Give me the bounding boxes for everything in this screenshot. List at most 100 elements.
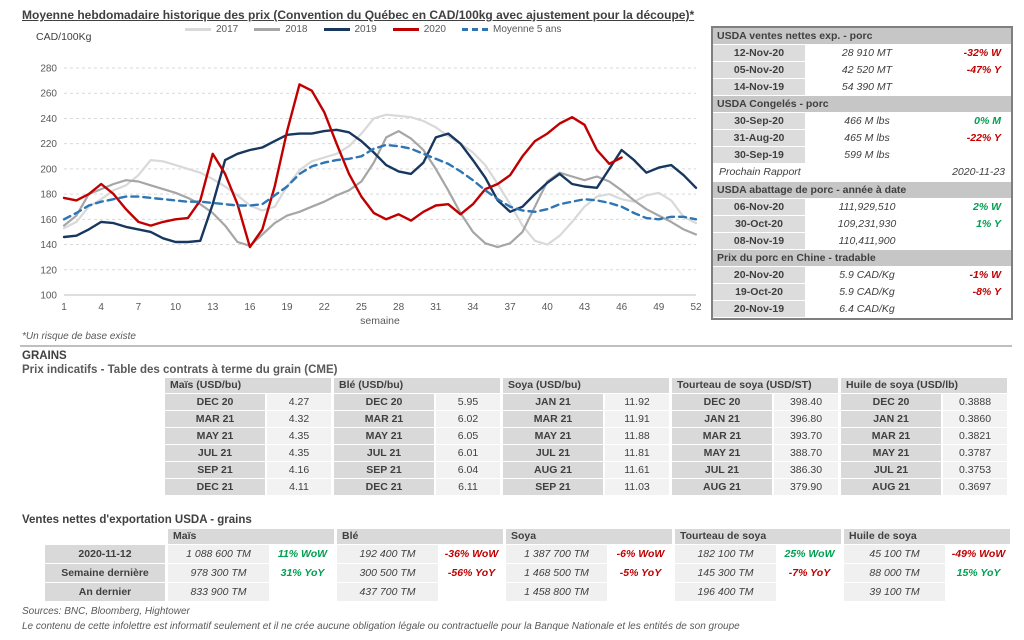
cme-contract-row: MAY 21 4.35: [165, 428, 331, 444]
y-axis-unit-label: CAD/100Kg: [36, 31, 92, 43]
panel-row: 14-Nov-19 54 390 MT: [713, 79, 1011, 96]
panel-row: 08-Nov-19 110,411,900: [713, 233, 1011, 250]
cme-contract-month: SEP 21: [503, 479, 603, 495]
cme-group-header: Maïs (USD/bu): [165, 378, 331, 393]
cme-contract-price: 4.32: [267, 411, 331, 427]
cme-table-title: Prix indicatifs - Table des contrats à t…: [22, 364, 338, 376]
export-change: [440, 583, 503, 601]
panel-row: 06-Nov-20 111,929,510 2% W: [713, 199, 1011, 216]
cme-group-header: Tourteau de soya (USD/ST): [672, 378, 838, 393]
export-header-row: Maïs Blé Soya Tourteau de soya Huile de soya: [45, 529, 1013, 544]
cme-contract-row: SEP 21 6.04: [334, 462, 500, 478]
panel-row: 20-Nov-20 5.9 CAD/Kg -1% W: [713, 267, 1011, 284]
cme-contract-price: 4.11: [267, 479, 331, 495]
cme-group-header: Soya (USD/bu): [503, 378, 669, 393]
export-volume: 1 387 700 TM: [506, 545, 607, 563]
cme-contract-row: MAR 21 0.3821: [841, 428, 1007, 444]
x-tick-label: 25: [356, 302, 368, 313]
legend-item: 2019: [323, 24, 377, 35]
legend-swatch-icon: [185, 28, 211, 31]
cme-contract-row: MAR 21 4.32: [165, 411, 331, 427]
legend-swatch-icon: [254, 28, 281, 31]
cme-contract-month: JUL 21: [334, 445, 434, 461]
y-tick-label: 220: [40, 139, 57, 150]
panel-row-date: 14-Nov-19: [713, 79, 805, 95]
cme-contract-month: DEC 21: [165, 479, 265, 495]
panel-row-date: 05-Nov-20: [713, 62, 805, 78]
series-line-moyenne-5-ans: [62, 143, 698, 221]
cme-contract-price: 379.90: [774, 479, 838, 495]
panel-row: 31-Aug-20 465 M lbs -22% Y: [713, 130, 1011, 147]
y-tick-label: 140: [40, 240, 57, 251]
cme-contract-row: MAY 21 0.3787: [841, 445, 1007, 461]
legend-label: 2018: [285, 24, 308, 35]
export-group-header: Tourteau de soya: [675, 529, 841, 544]
cme-contract-row: MAY 21 11.88: [503, 428, 669, 444]
export-row: An dernier 833 900 TM 437 700 TM 1 458 800 …: [45, 583, 1013, 601]
cme-contract-row: MAR 21 6.02: [334, 411, 500, 427]
export-volume: 437 700 TM: [337, 583, 438, 601]
export-volume: 39 100 TM: [844, 583, 945, 601]
cme-contract-row: DEC 20 398.40: [672, 394, 838, 410]
cme-contract-price: 0.3787: [943, 445, 1007, 461]
panel-note-label: Prochain Rapport: [719, 166, 801, 178]
cme-contract-price: 0.3860: [943, 411, 1007, 427]
cme-contract-price: 11.91: [605, 411, 669, 427]
export-change: 11% WoW: [277, 548, 328, 560]
x-tick-label: 46: [616, 302, 628, 313]
legend-label: 2017: [216, 24, 239, 35]
y-tick-label: 120: [40, 265, 57, 276]
sources-line: Sources: BNC, Bloomberg, Hightower: [22, 606, 190, 617]
cme-contract-row: DEC 21 6.11: [334, 479, 500, 495]
cme-contract-price: 0.3697: [943, 479, 1007, 495]
export-volume: 1 468 500 TM: [506, 564, 607, 582]
export-volume: 192 400 TM: [337, 545, 438, 563]
panel-row-date: 30-Sep-19: [713, 147, 805, 163]
panel-row-date: 12-Nov-20: [713, 45, 805, 61]
price-chart: 100 120 140 160 180 200 220 240 260 280 1 4 7 10 13 16 1…: [40, 64, 702, 328]
x-tick-label: 22: [319, 302, 331, 313]
cme-contract-price: 6.11: [436, 479, 500, 495]
cme-contract-price: 0.3888: [943, 394, 1007, 410]
cme-contract-price: 4.27: [267, 394, 331, 410]
export-group-header: Huile de soya: [844, 529, 1010, 544]
cme-contract-month: MAR 21: [841, 428, 941, 444]
panel-row-date: 08-Nov-19: [713, 233, 805, 249]
series-line-2020: [62, 83, 623, 249]
cme-contract-month: JUL 21: [841, 462, 941, 478]
panel-row-change: -8% Y: [972, 286, 1001, 298]
cme-contract-row: JAN 21 396.80: [672, 411, 838, 427]
panel-row-value: 5.9 CAD/Kg: [839, 286, 895, 298]
legend-swatch-icon: [392, 28, 419, 31]
cme-contract-month: MAY 21: [672, 445, 772, 461]
cme-group: Tourteau de soya (USD/ST) DEC 20 398.40 JAN…: [672, 378, 838, 496]
x-tick-label: 28: [393, 302, 405, 313]
panel-section-header: USDA ventes nettes exp. - porc: [713, 28, 1011, 45]
cme-contract-price: 396.80: [774, 411, 838, 427]
legend-swatch-icon: [462, 28, 488, 31]
panel-row-date: 20-Nov-20: [713, 267, 805, 283]
export-change: [947, 583, 1010, 601]
y-tick-label: 160: [40, 215, 57, 226]
x-tick-label: 49: [653, 302, 665, 313]
legend-label: Moyenne 5 ans: [493, 24, 562, 35]
cme-contract-price: 11.88: [605, 428, 669, 444]
export-volume: 145 300 TM: [675, 564, 776, 582]
y-tick-label: 260: [40, 89, 57, 100]
export-volume: 1 458 800 TM: [506, 583, 607, 601]
legend-item: Moyenne 5 ans: [462, 24, 561, 35]
series-line-2019: [62, 128, 698, 244]
panel-row: 30-Sep-20 466 M lbs 0% M: [713, 113, 1011, 130]
x-tick-label: 31: [430, 302, 442, 313]
cme-contract-month: JAN 21: [503, 394, 603, 410]
cme-contract-row: DEC 20 4.27: [165, 394, 331, 410]
cme-contract-month: JUL 21: [672, 462, 772, 478]
cme-group: Huile de soya (USD/lb) DEC 20 0.3888 JAN 21…: [841, 378, 1007, 496]
panel-row-date: 20-Nov-19: [713, 301, 805, 317]
x-tick-label: 13: [207, 302, 219, 313]
cme-contract-price: 398.40: [774, 394, 838, 410]
grains-section-heading: GRAINS: [22, 350, 67, 362]
cme-contract-row: DEC 20 5.95: [334, 394, 500, 410]
x-tick-label: 7: [136, 302, 142, 313]
